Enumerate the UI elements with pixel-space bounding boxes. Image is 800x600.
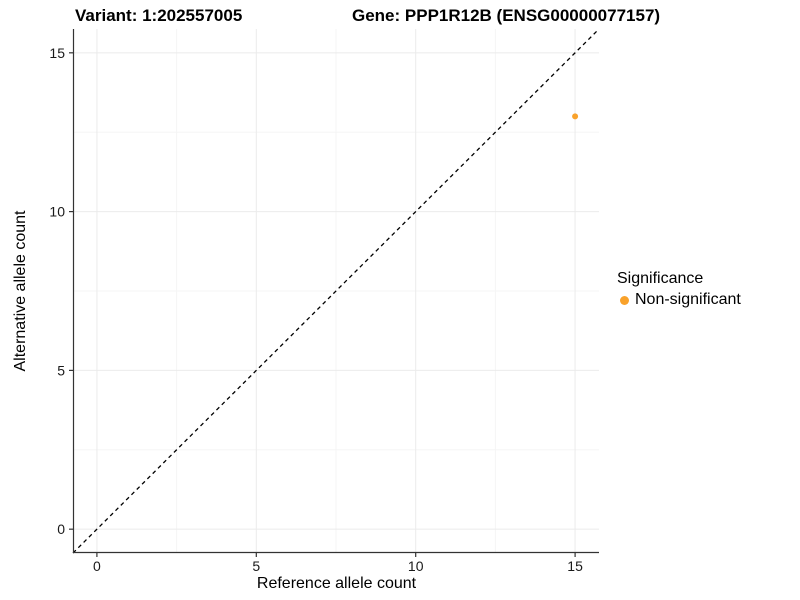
x-axis-title: Reference allele count [256, 575, 417, 592]
legend-title: Significance [617, 270, 704, 287]
plot-panel: 0 5 10 15 0 5 10 15 [49, 28, 600, 574]
x-tick-label: 15 [567, 558, 583, 574]
legend-key-dot-icon [620, 295, 629, 305]
x-tick-label: 0 [93, 558, 101, 574]
variant-title: Variant: 1:202557005 [75, 6, 243, 25]
y-tick-label: 0 [57, 521, 65, 537]
gene-title: Gene: PPP1R12B (ENSG00000077157) [352, 6, 661, 25]
data-point [572, 113, 579, 120]
y-tick-label: 15 [49, 45, 65, 61]
y-axis-title: Alternative allele count [12, 210, 29, 372]
legend-item-label: Non-significant [635, 291, 741, 308]
legend-items: Non-significant [617, 291, 741, 309]
x-tick-label: 5 [252, 558, 260, 574]
identity-reference-line [72, 28, 600, 554]
legend-item: Non-significant [617, 291, 741, 309]
x-tick-label: 10 [408, 558, 424, 574]
y-tick-label: 10 [49, 204, 65, 220]
legend: Significance Non-significant [617, 270, 741, 309]
y-tick-label: 5 [57, 362, 65, 378]
